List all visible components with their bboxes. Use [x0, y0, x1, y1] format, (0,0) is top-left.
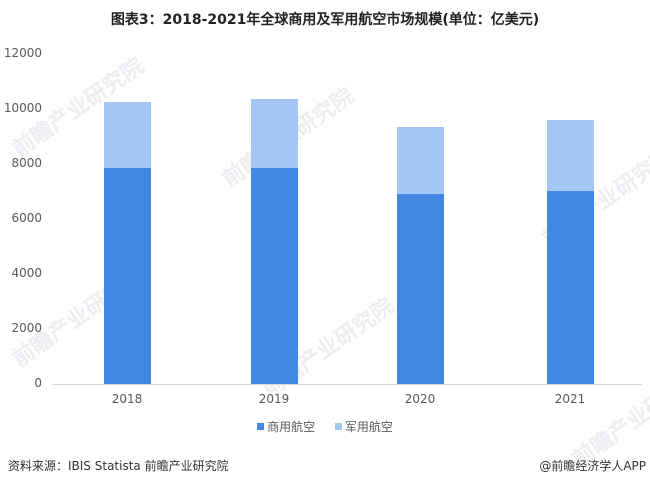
y-tick-label: 6000	[11, 211, 42, 225]
chart-title: 图表3：2018-2021年全球商用及军用航空市场规模(单位：亿美元)	[110, 12, 540, 28]
y-tick-label: 4000	[11, 266, 42, 280]
legend-item-military[interactable]: 军用航空	[334, 418, 393, 435]
bar-segment-commercial[interactable]	[397, 193, 444, 384]
bar-segment-military[interactable]	[397, 126, 444, 194]
bar-segment-commercial[interactable]	[104, 168, 151, 384]
bar-segment-commercial[interactable]	[251, 168, 298, 384]
bar-2020[interactable]	[397, 126, 444, 384]
bar-2018[interactable]	[104, 102, 151, 384]
x-tick-label: 2018	[111, 392, 143, 406]
bar-segment-military[interactable]	[251, 99, 298, 169]
x-tick-label: 2020	[404, 392, 436, 406]
credit-note: @前瞻经济学人APP	[539, 459, 646, 473]
legend-label: 商用航空	[267, 420, 316, 434]
bar-2021[interactable]	[547, 120, 594, 384]
x-tick-label: 2021	[554, 392, 586, 406]
y-tick-label: 2000	[11, 321, 42, 335]
legend: 商用航空 军用航空	[0, 418, 650, 435]
y-tick-label: 0	[34, 376, 42, 390]
y-tick-label: 12000	[3, 46, 42, 60]
bar-segment-commercial[interactable]	[547, 190, 594, 384]
source-note: 资料来源：IBIS Statista 前瞻产业研究院	[8, 459, 229, 473]
x-tick-label: 2019	[258, 392, 290, 406]
legend-item-commercial[interactable]: 商用航空	[257, 418, 315, 435]
y-tick-label: 8000	[11, 156, 42, 170]
legend-swatch-commercial-icon	[257, 423, 265, 430]
bar-2019[interactable]	[251, 99, 298, 384]
legend-label: 军用航空	[344, 420, 393, 434]
x-axis-line	[52, 384, 642, 385]
legend-swatch-military-icon	[334, 423, 342, 430]
bar-segment-military[interactable]	[547, 120, 594, 191]
bar-segment-military[interactable]	[104, 102, 151, 169]
y-tick-label: 10000	[3, 101, 42, 115]
